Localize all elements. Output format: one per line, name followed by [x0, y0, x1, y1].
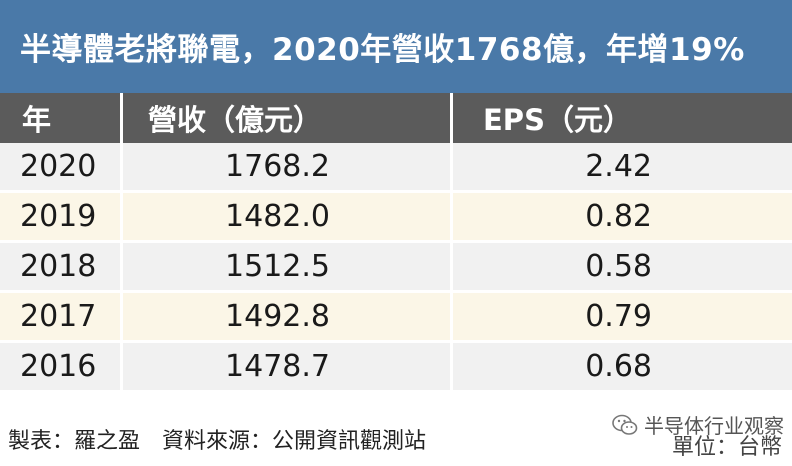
source-credit: 製表：羅之盈 資料來源：公開資訊觀測站	[8, 429, 427, 454]
footer: 製表：羅之盈 資料來源：公開資訊觀測站 半导体行业观察 單位：台幣	[0, 408, 792, 466]
table-row: 2016 1478.7 0.68	[0, 343, 792, 393]
wechat-icon	[612, 414, 638, 435]
header-year: 年	[22, 103, 52, 137]
header-eps: EPS（元）	[450, 93, 792, 143]
cell-eps: 0.68	[450, 343, 792, 390]
page-title: 半導體老將聯電，2020年營收1768億，年增19%	[20, 32, 745, 68]
cell-revenue: 1482.0	[120, 193, 450, 240]
cell-eps: 0.58	[450, 243, 792, 290]
cell-revenue: 1478.7	[120, 343, 450, 390]
cell-eps: 0.82	[450, 193, 792, 240]
cell-year: 2020	[20, 149, 97, 184]
header-revenue: 營收（億元）	[120, 93, 450, 143]
table-row: 2018 1512.5 0.58	[0, 243, 792, 293]
cell-year: 2019	[20, 199, 97, 234]
cell-revenue: 1512.5	[120, 243, 450, 290]
cell-year: 2016	[20, 349, 97, 384]
watermark: 半导体行业观察	[612, 410, 784, 439]
title-bar: 半導體老將聯電，2020年營收1768億，年增19%	[0, 0, 792, 93]
cell-revenue: 1768.2	[120, 143, 450, 190]
watermark-text: 半导体行业观察	[644, 414, 784, 438]
unit-label: 單位：台幣	[671, 435, 782, 460]
cell-eps: 0.79	[450, 293, 792, 340]
table-header: 年 營收（億元） EPS（元）	[0, 93, 792, 143]
table-row: 2017 1492.8 0.79	[0, 293, 792, 343]
cell-revenue: 1492.8	[120, 293, 450, 340]
cell-year: 2018	[20, 249, 97, 284]
cell-eps: 2.42	[450, 143, 792, 190]
data-table: 年 營收（億元） EPS（元） 2020 1768.2 2.42 2019 14…	[0, 93, 792, 393]
table-row: 2020 1768.2 2.42	[0, 143, 792, 193]
table-row: 2019 1482.0 0.82	[0, 193, 792, 243]
cell-year: 2017	[20, 299, 97, 334]
